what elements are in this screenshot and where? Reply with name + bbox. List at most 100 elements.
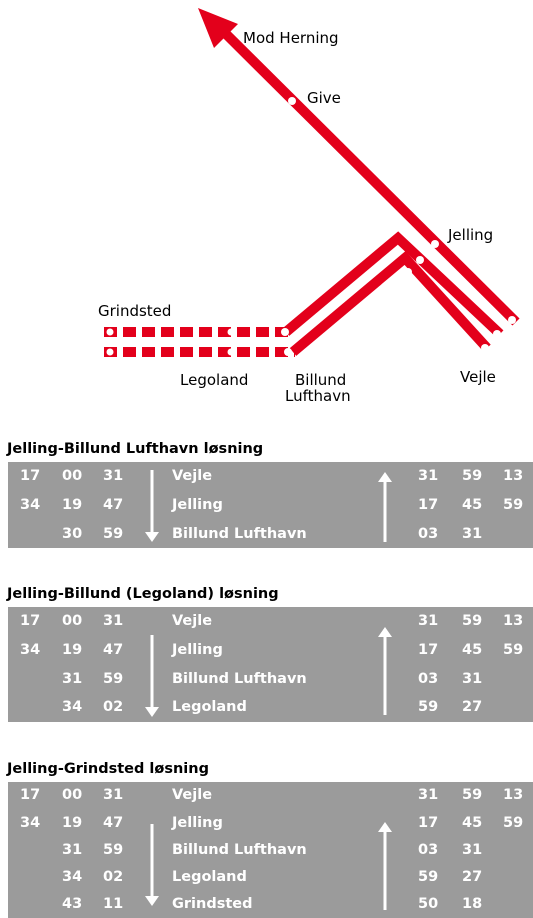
departure-time: 43 (62, 896, 83, 913)
map-label: Legoland (180, 371, 248, 389)
map-label: Jelling (447, 226, 493, 244)
departure-time: 59 (418, 699, 439, 716)
departure-time: 59 (103, 670, 124, 687)
departure-time: 45 (462, 814, 483, 831)
station-name: Billund Lufthavn (172, 670, 307, 687)
arrow-head (145, 707, 159, 717)
station-name: Jelling (172, 814, 223, 831)
departure-time: 59 (503, 496, 524, 513)
departure-time: 00 (62, 468, 83, 485)
departure-time: 31 (103, 787, 124, 804)
table-title: Jelling-Billund Lufthavn løsning (7, 441, 264, 457)
departure-time: 31 (103, 468, 124, 485)
departure-time: 27 (462, 868, 483, 885)
departure-time: 59 (462, 787, 483, 804)
departure-time: 31 (462, 670, 483, 687)
departure-time: 17 (418, 814, 439, 831)
departure-time: 34 (62, 699, 83, 716)
route-map: Mod Herning Give Jelling Grindsted Legol… (98, 8, 520, 405)
rail-lines (104, 26, 520, 357)
departure-time: 19 (62, 814, 83, 831)
departure-time: 31 (62, 841, 83, 858)
timetable: 17 00 31 Vejle 31 59 13 34 19 47 Jelling 17 45 59 31 59… (8, 782, 533, 918)
arrows (145, 470, 392, 542)
departure-time: 31 (62, 670, 83, 687)
departure-time: 00 (62, 613, 83, 630)
departure-time: 18 (462, 896, 483, 913)
departure-time: 17 (20, 613, 41, 630)
departure-time: 13 (503, 468, 524, 485)
station-name: Grindsted (172, 896, 253, 913)
station-name: Vejle (172, 613, 213, 630)
arrow-head (378, 472, 392, 482)
departure-time: 59 (503, 641, 524, 658)
departure-time: 03 (418, 670, 439, 687)
map-label: Mod Herning (243, 29, 339, 47)
departure-time: 59 (103, 525, 124, 542)
map-label: Vejle (460, 368, 496, 386)
departure-time: 31 (462, 841, 483, 858)
departure-time: 34 (20, 814, 41, 831)
departure-time: 19 (62, 496, 83, 513)
departure-time: 31 (103, 613, 124, 630)
departure-time: 17 (20, 468, 41, 485)
departure-time: 45 (462, 641, 483, 658)
station-name: Legoland (172, 868, 247, 885)
map-label: Billund (295, 371, 346, 389)
map-label: Grindsted (98, 302, 171, 320)
departure-time: 31 (418, 613, 439, 630)
departure-time: 50 (418, 896, 439, 913)
departure-time: 59 (103, 841, 124, 858)
departure-time: 13 (503, 613, 524, 630)
arrow-head (378, 627, 392, 637)
departure-time: 19 (62, 641, 83, 658)
departure-time: 17 (418, 496, 439, 513)
station-name: Legoland (172, 699, 247, 716)
departure-time: 17 (418, 641, 439, 658)
arrow-head (378, 822, 392, 832)
departure-time: 34 (20, 496, 41, 513)
station-name: Billund Lufthavn (172, 525, 307, 542)
departure-time: 11 (103, 896, 124, 913)
departure-time: 13 (503, 787, 524, 804)
station-name: Jelling (172, 641, 223, 658)
timetable: 17 00 31 Vejle 31 59 13 34 19 47 Jelling 17 45 59 31 59… (8, 607, 533, 722)
arrow-head (145, 532, 159, 542)
station-name: Billund Lufthavn (172, 841, 307, 858)
departure-time: 02 (103, 868, 124, 885)
departure-time: 47 (103, 496, 124, 513)
departure-time: 00 (62, 787, 83, 804)
arrow-head (198, 8, 238, 48)
arrow-head (145, 896, 159, 906)
station-name: Vejle (172, 468, 213, 485)
departure-time: 47 (103, 814, 124, 831)
departure-time: 31 (462, 525, 483, 542)
departure-time: 31 (418, 468, 439, 485)
departure-time: 03 (418, 841, 439, 858)
station-name: Jelling (172, 496, 223, 513)
arrows (145, 822, 392, 910)
departure-time: 45 (462, 496, 483, 513)
timetable: 17 00 31 Vejle 31 59 13 34 19 47 Jelling 17 45 59 30 59… (8, 462, 533, 549)
departure-time: 34 (62, 868, 83, 885)
departure-time: 59 (462, 613, 483, 630)
departure-time: 17 (20, 787, 41, 804)
map-label: Give (307, 89, 341, 107)
map-label: Lufthavn (285, 387, 351, 405)
departure-time: 59 (462, 468, 483, 485)
departure-time: 59 (418, 868, 439, 885)
departure-time: 30 (62, 525, 83, 542)
departure-time: 34 (20, 641, 41, 658)
table-title: Jelling-Grindsted løsning (7, 761, 209, 777)
arrows (145, 627, 392, 717)
departure-time: 03 (418, 525, 439, 542)
departure-time: 31 (418, 787, 439, 804)
table-title: Jelling-Billund (Legoland) løsning (7, 586, 279, 602)
departure-time: 02 (103, 699, 124, 716)
departure-time: 47 (103, 641, 124, 658)
station-name: Vejle (172, 787, 213, 804)
departure-time: 27 (462, 699, 483, 716)
stops (106, 97, 516, 356)
departure-time: 59 (503, 814, 524, 831)
